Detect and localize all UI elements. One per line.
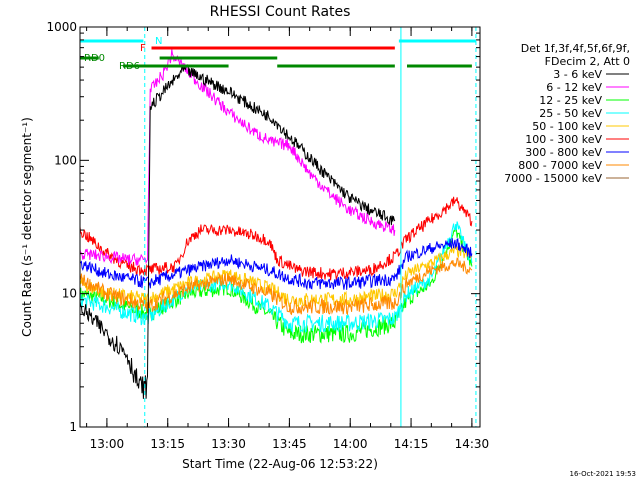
x-tick-label-1315: 13:15 bbox=[150, 437, 185, 451]
legend-label-25-50-kev: 25 - 50 keV bbox=[539, 107, 602, 120]
y-tick-label-10: 10 bbox=[62, 287, 77, 301]
x-tick-label-1415: 14:15 bbox=[394, 437, 429, 451]
x-tick-label-1330: 13:30 bbox=[211, 437, 246, 451]
y-axis-label: Count Rate (s⁻¹ detector segment⁻¹) bbox=[20, 117, 34, 337]
flag-label-rd0: RD0 bbox=[84, 53, 105, 64]
legend: Det 1f,3f,4f,5f,6f,9f,FDecim 2, Att 03 -… bbox=[504, 42, 630, 185]
series-line-300-800-kev bbox=[79, 238, 473, 291]
legend-header-line-1: Det 1f,3f,4f,5f,6f,9f, bbox=[521, 42, 630, 55]
legend-label-6-12-kev: 6 - 12 keV bbox=[546, 81, 602, 94]
x-tick-label-1400: 14:00 bbox=[333, 437, 368, 451]
legend-label-3-6-kev: 3 - 6 keV bbox=[553, 68, 602, 81]
legend-label-800-7000-kev: 800 - 7000 keV bbox=[518, 159, 602, 172]
flag-label-rd6: RD6 bbox=[119, 61, 140, 72]
annotation-layer: NF RD0 RD6 bbox=[79, 27, 477, 427]
series-line-100-300-kev bbox=[79, 196, 473, 281]
x-axis-label: Start Time (22-Aug-06 12:53:22) bbox=[182, 457, 378, 471]
legend-label-100-300-kev: 100 - 300 keV bbox=[525, 133, 602, 146]
footer-timestamp: 16-Oct-2021 19:53 bbox=[570, 470, 636, 478]
series-line-3-6-kev bbox=[79, 63, 396, 399]
y-tick-label-1: 1 bbox=[69, 420, 77, 434]
y-tick-label-1000: 1000 bbox=[46, 20, 77, 34]
chart-title: RHESSI Count Rates bbox=[210, 4, 351, 20]
legend-label-7000-15000-kev: 7000 - 15000 keV bbox=[504, 172, 602, 185]
legend-label-12-25-kev: 12 - 25 keV bbox=[539, 94, 602, 107]
legend-label-50-100-kev: 50 - 100 keV bbox=[532, 120, 602, 133]
series-lines bbox=[79, 48, 473, 399]
axes: 1 10 100 1000 13:00 13:15 13:30 13:45 14:00 14:15… bbox=[46, 20, 489, 451]
flag-label-f: F bbox=[140, 43, 146, 54]
x-tick-label-1345: 13:45 bbox=[272, 437, 307, 451]
series-line-6-12-kev bbox=[79, 48, 396, 266]
plot-frame bbox=[79, 26, 481, 428]
flag-label-n: N bbox=[155, 36, 162, 47]
series-line-800-7000-kev bbox=[79, 257, 473, 316]
x-tick-label-1300: 13:00 bbox=[90, 437, 125, 451]
y-tick-label-100: 100 bbox=[54, 153, 77, 167]
series-line-25-50-kev bbox=[79, 221, 473, 334]
x-tick-label-1430: 14:30 bbox=[455, 437, 490, 451]
legend-label-300-800-kev: 300 - 800 keV bbox=[525, 146, 602, 159]
legend-header-line-2: FDecim 2, Att 0 bbox=[545, 55, 630, 68]
